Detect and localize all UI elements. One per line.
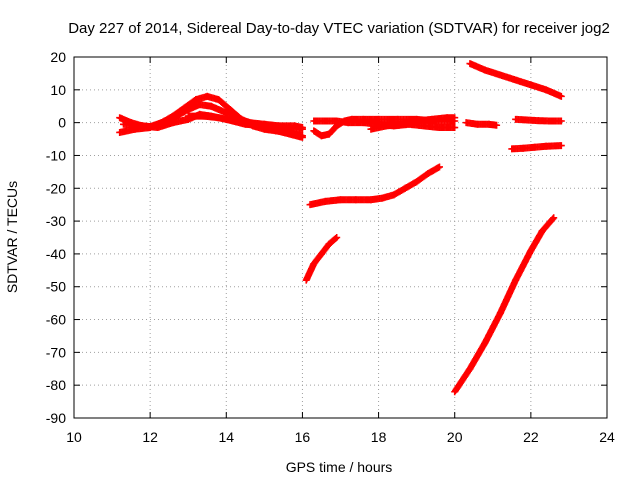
x-tick-label: 10 xyxy=(66,429,82,445)
y-axis-title: SDTVAR / TECUs xyxy=(4,181,20,293)
data-points xyxy=(116,60,565,396)
x-axis-title: GPS time / hours xyxy=(286,459,393,475)
y-tick-label: -20 xyxy=(46,180,66,196)
x-tick-label: 24 xyxy=(599,429,615,445)
x-tick-label: 14 xyxy=(218,429,234,445)
chart-title: Day 227 of 2014, Sidereal Day-to-day VTE… xyxy=(68,20,610,37)
x-tick-label: 16 xyxy=(295,429,311,445)
x-tick-label: 22 xyxy=(523,429,539,445)
y-tick-label: -90 xyxy=(46,410,66,426)
data-point xyxy=(435,163,443,171)
data-point xyxy=(557,92,565,100)
data-point xyxy=(333,234,341,241)
plot-frame xyxy=(73,56,608,419)
data-point xyxy=(298,124,306,132)
y-tick-labels: 20 10 0 -10 -20 -30 -40 -50 -60 -70 -80 -90 xyxy=(46,49,66,426)
data-point xyxy=(550,214,558,222)
y-tick-label: -80 xyxy=(46,377,66,393)
series-8 xyxy=(462,119,501,129)
data-point xyxy=(557,117,565,125)
data-point xyxy=(549,215,557,223)
x-tick-labels: 10 12 14 16 18 20 22 24 xyxy=(66,429,615,445)
y-tick-label: -30 xyxy=(46,213,66,229)
series-10 xyxy=(512,115,565,125)
axis-ticks xyxy=(73,56,608,419)
x-tick-label: 18 xyxy=(371,429,387,445)
y-tick-label: 0 xyxy=(58,115,66,131)
data-point xyxy=(493,121,501,129)
series-2 xyxy=(116,101,306,141)
series-13 xyxy=(302,234,341,284)
grid-lines xyxy=(74,57,607,418)
series-4 xyxy=(184,112,306,132)
data-point xyxy=(451,124,459,132)
x-tick-label: 12 xyxy=(142,429,158,445)
y-tick-label: -40 xyxy=(46,246,66,262)
y-tick-label: -50 xyxy=(46,279,66,295)
data-point xyxy=(557,142,565,150)
y-tick-label: -60 xyxy=(46,312,66,328)
series-14 xyxy=(451,214,558,396)
series-12 xyxy=(306,163,443,209)
series-9 xyxy=(466,60,565,100)
data-point xyxy=(451,114,459,122)
y-tick-label: 10 xyxy=(50,82,66,98)
data-point xyxy=(298,133,306,141)
y-tick-label: -70 xyxy=(46,344,66,360)
series-7 xyxy=(367,114,459,133)
y-tick-label: 20 xyxy=(50,49,66,65)
y-tick-label: -10 xyxy=(46,147,66,163)
data-point xyxy=(332,234,340,242)
x-tick-label: 20 xyxy=(447,429,463,445)
series-11 xyxy=(508,142,565,153)
